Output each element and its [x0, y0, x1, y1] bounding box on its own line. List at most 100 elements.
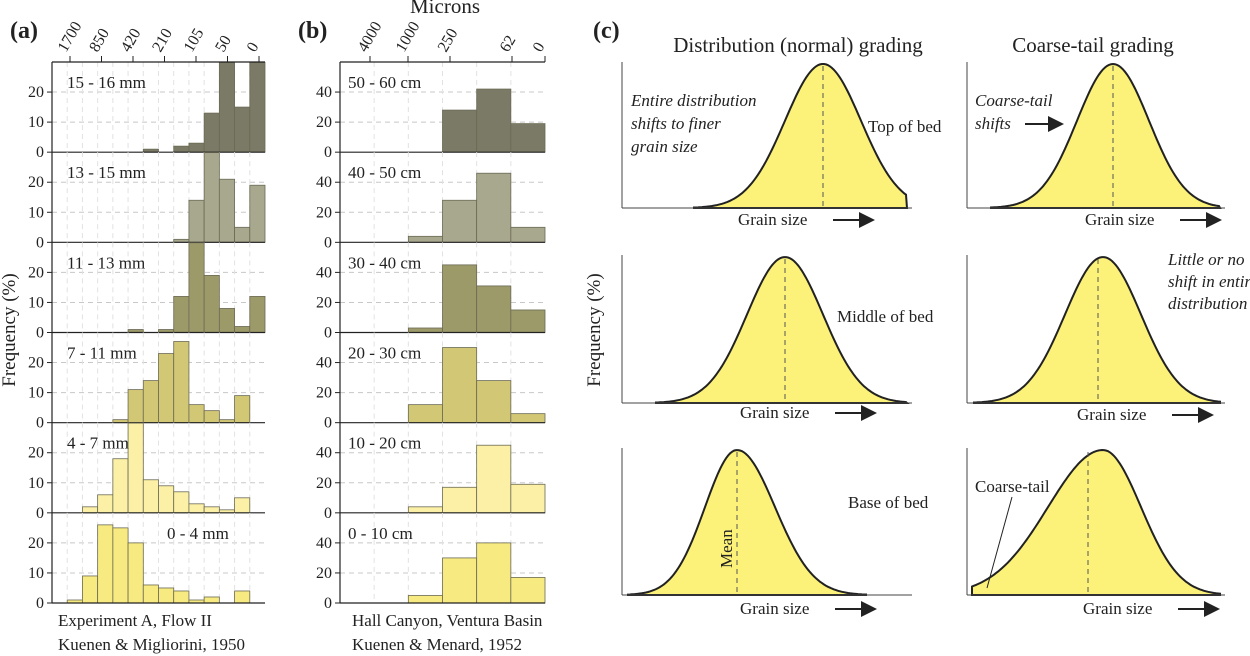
y-tick-label: 10 — [28, 385, 44, 402]
histogram-bar — [142, 479, 159, 514]
y-tick-label: 10 — [28, 204, 44, 221]
y-tick-label: 10 — [28, 565, 44, 582]
panel-a-label: (a) — [10, 18, 38, 44]
histogram-bar — [510, 577, 546, 604]
histogram-bar — [476, 444, 512, 514]
histogram-bar — [234, 326, 251, 333]
histogram-bar — [510, 309, 546, 333]
histogram-bar — [407, 404, 443, 424]
annotation-coarse-top: Coarse-tail — [975, 91, 1053, 110]
y-tick-label: 40 — [316, 445, 332, 462]
top-axis-tick-label: 250 — [435, 26, 462, 55]
interval-label: 4 - 7 mm — [67, 434, 129, 453]
histogram-bar — [442, 264, 478, 333]
histogram-bar — [188, 142, 205, 153]
histogram-bar — [510, 483, 546, 514]
top-axis-tick-label: 210 — [149, 26, 176, 55]
annotation-normal-top: grain size — [631, 137, 698, 156]
histogram-bar — [407, 327, 443, 333]
y-tick-label: 20 — [28, 174, 44, 191]
annotation-coarse-top: shifts — [975, 114, 1011, 133]
top-axis-tick-label: 1700 — [55, 19, 86, 55]
histogram-bar — [407, 235, 443, 243]
histogram-bar — [97, 524, 114, 604]
annotation-normal-top: Entire distribution — [630, 91, 756, 110]
panel-b-label: (b) — [298, 18, 327, 44]
histogram-bar — [407, 506, 443, 514]
y-tick-label: 40 — [316, 535, 332, 552]
row-label-middle: Middle of bed — [837, 307, 934, 326]
grain-size-label: Grain size — [1083, 599, 1152, 618]
distribution-curve — [990, 62, 1222, 209]
interval-label: 10 - 20 cm — [348, 434, 421, 453]
y-tick-label: 40 — [316, 355, 332, 372]
y-tick-label: 40 — [316, 84, 332, 101]
histogram-bar — [188, 503, 205, 514]
y-tick-label: 20 — [28, 84, 44, 101]
histogram-bar — [188, 199, 205, 243]
top-axis-tick-label: 105 — [181, 26, 208, 55]
histogram-bar — [173, 296, 190, 333]
histogram-bar — [203, 410, 220, 424]
histogram-bar — [203, 152, 220, 243]
microns-axis-title: Microns — [410, 0, 480, 18]
distribution-curve — [627, 449, 867, 596]
histogram-bar — [127, 542, 144, 604]
annotation-coarse-middle: Little or no — [1167, 250, 1245, 269]
histogram-bar — [112, 527, 129, 604]
y-tick-label: 20 — [28, 264, 44, 281]
histogram-bar — [218, 62, 235, 153]
top-axis-tick-label: 850 — [86, 26, 113, 55]
histogram-bar — [442, 557, 478, 604]
panel-a-ylabel: Frequency (%) — [0, 273, 20, 386]
y-tick-label: 20 — [316, 565, 332, 582]
histogram-bar — [249, 296, 266, 333]
interval-label: 0 - 10 cm — [348, 524, 413, 543]
histogram-bar — [218, 178, 235, 243]
top-axis-tick-label: 50 — [212, 33, 235, 55]
histogram-bar — [442, 199, 478, 243]
histogram-bar — [112, 458, 129, 514]
y-tick-label: 0 — [324, 595, 332, 612]
histogram-bar — [442, 486, 478, 514]
row-label-base: Base of bed — [848, 493, 929, 512]
interval-label: 50 - 60 cm — [348, 73, 421, 92]
y-tick-label: 20 — [28, 355, 44, 372]
histogram-bar — [158, 353, 175, 424]
top-axis-tick-label: 62 — [497, 33, 520, 55]
row-label-top: Top of bed — [868, 117, 942, 136]
histogram-bar — [203, 274, 220, 333]
y-tick-label: 0 — [36, 595, 44, 612]
y-tick-label: 0 — [36, 415, 44, 432]
y-tick-label: 20 — [316, 385, 332, 402]
histogram-bar — [476, 285, 512, 333]
histogram-bar — [173, 341, 190, 424]
caption-a-line1: Experiment A, Flow II — [58, 611, 212, 630]
interval-label: 7 - 11 mm — [67, 344, 137, 363]
y-tick-label: 10 — [28, 114, 44, 131]
column-title-normal: Distribution (normal) grading — [673, 33, 923, 57]
histogram-bar — [203, 506, 220, 514]
y-tick-label: 20 — [316, 475, 332, 492]
y-tick-label: 0 — [324, 234, 332, 251]
column-title-coarse: Coarse-tail grading — [1012, 33, 1174, 57]
histogram-bar — [476, 380, 512, 424]
histogram-bar — [510, 413, 546, 424]
histogram-bar — [476, 88, 512, 153]
top-axis-tick-label: 4000 — [355, 19, 386, 55]
y-tick-label: 0 — [36, 325, 44, 342]
annotation-coarse-middle: shift in entire — [1168, 272, 1250, 291]
histogram-bar — [234, 226, 251, 243]
distribution-curve — [971, 448, 1221, 596]
grain-size-label: Grain size — [740, 599, 809, 618]
histogram-bar — [173, 145, 190, 153]
histogram-bar — [510, 226, 546, 243]
histogram-bar — [82, 575, 99, 604]
coarse-tail-label: Coarse-tail — [975, 477, 1050, 496]
histogram-bar — [142, 584, 159, 604]
y-tick-label: 40 — [316, 264, 332, 281]
top-axis-tick-label: 420 — [118, 26, 145, 55]
annotation-normal-top: shifts to finer — [631, 114, 721, 133]
caption-b-line2: Kuenen & Menard, 1952 — [352, 635, 522, 654]
